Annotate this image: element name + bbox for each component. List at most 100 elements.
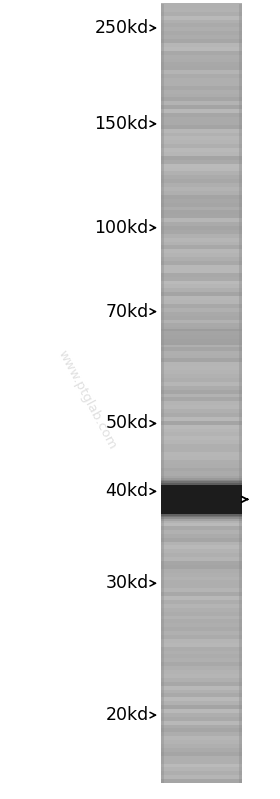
Bar bbox=[161, 315, 242, 320]
Bar bbox=[161, 109, 242, 113]
Bar bbox=[161, 288, 242, 292]
Text: 20kd: 20kd bbox=[105, 706, 149, 724]
Bar bbox=[161, 89, 242, 93]
Bar bbox=[161, 268, 242, 272]
Bar bbox=[161, 537, 242, 542]
Bar bbox=[161, 358, 242, 363]
Bar bbox=[161, 140, 242, 144]
Bar bbox=[161, 233, 242, 238]
Bar bbox=[161, 329, 242, 345]
Bar bbox=[161, 225, 242, 230]
Bar bbox=[161, 81, 242, 85]
Bar bbox=[161, 354, 242, 359]
Bar bbox=[161, 529, 242, 534]
Bar bbox=[161, 323, 242, 328]
Bar bbox=[161, 432, 242, 436]
Bar bbox=[161, 342, 242, 347]
Bar bbox=[161, 447, 242, 452]
Bar bbox=[161, 284, 242, 288]
Bar bbox=[161, 751, 242, 756]
Bar bbox=[161, 136, 242, 141]
Bar bbox=[161, 467, 242, 471]
Bar bbox=[161, 186, 242, 191]
Text: 250kd: 250kd bbox=[94, 19, 149, 37]
Bar bbox=[161, 404, 242, 409]
Bar bbox=[161, 331, 242, 335]
Bar bbox=[161, 304, 242, 308]
Bar bbox=[161, 74, 242, 78]
Bar bbox=[161, 276, 242, 280]
Bar bbox=[161, 439, 242, 444]
Bar bbox=[161, 272, 242, 276]
Bar bbox=[161, 175, 242, 179]
Bar bbox=[161, 487, 242, 491]
Bar bbox=[161, 443, 242, 448]
Bar bbox=[161, 584, 242, 588]
Bar bbox=[161, 171, 242, 175]
Bar bbox=[161, 296, 242, 300]
Bar bbox=[161, 366, 242, 370]
Bar bbox=[161, 385, 242, 390]
Bar bbox=[161, 533, 242, 538]
Bar bbox=[161, 716, 242, 721]
Bar bbox=[161, 105, 242, 109]
Bar bbox=[161, 560, 242, 565]
Text: 50kd: 50kd bbox=[105, 415, 149, 432]
Bar bbox=[161, 370, 242, 374]
Bar bbox=[161, 514, 242, 518]
Bar bbox=[161, 471, 242, 475]
Bar bbox=[161, 70, 242, 74]
Bar bbox=[161, 11, 242, 16]
Bar bbox=[161, 435, 242, 440]
Bar bbox=[161, 634, 242, 639]
Bar bbox=[161, 132, 242, 137]
Bar bbox=[161, 401, 242, 405]
Bar bbox=[161, 339, 242, 343]
Bar bbox=[239, 4, 242, 783]
Bar bbox=[161, 619, 242, 623]
Bar bbox=[161, 148, 242, 152]
Bar bbox=[161, 662, 242, 666]
Bar bbox=[161, 557, 242, 561]
Bar bbox=[161, 626, 242, 631]
Bar bbox=[161, 7, 242, 12]
Bar bbox=[161, 252, 242, 257]
Bar bbox=[161, 416, 242, 421]
Bar bbox=[161, 713, 242, 717]
Bar bbox=[161, 256, 242, 261]
Bar bbox=[161, 408, 242, 413]
Bar bbox=[161, 319, 242, 324]
Bar bbox=[161, 685, 242, 690]
Bar bbox=[161, 599, 242, 604]
Bar bbox=[161, 475, 242, 479]
Bar bbox=[161, 545, 242, 550]
Bar bbox=[161, 264, 242, 268]
Bar bbox=[161, 481, 242, 518]
Bar bbox=[161, 292, 242, 296]
Bar bbox=[161, 424, 242, 428]
Bar bbox=[161, 693, 242, 698]
Bar bbox=[161, 183, 242, 187]
Bar bbox=[161, 491, 242, 495]
Bar bbox=[161, 128, 242, 133]
Bar bbox=[161, 697, 242, 702]
Bar bbox=[161, 495, 242, 499]
Bar bbox=[161, 650, 242, 654]
Bar bbox=[161, 62, 242, 66]
Text: 40kd: 40kd bbox=[106, 483, 149, 500]
Bar bbox=[161, 46, 242, 51]
Bar bbox=[161, 568, 242, 573]
Bar bbox=[161, 778, 242, 783]
Text: 100kd: 100kd bbox=[94, 219, 149, 237]
Bar bbox=[161, 34, 242, 39]
Bar bbox=[161, 19, 242, 23]
Bar bbox=[161, 311, 242, 316]
Bar bbox=[161, 300, 242, 304]
Bar bbox=[161, 572, 242, 577]
Bar bbox=[161, 595, 242, 600]
Bar bbox=[161, 27, 242, 31]
Bar bbox=[161, 630, 242, 635]
Bar bbox=[161, 420, 242, 425]
Bar bbox=[161, 724, 242, 729]
Bar bbox=[161, 241, 242, 245]
